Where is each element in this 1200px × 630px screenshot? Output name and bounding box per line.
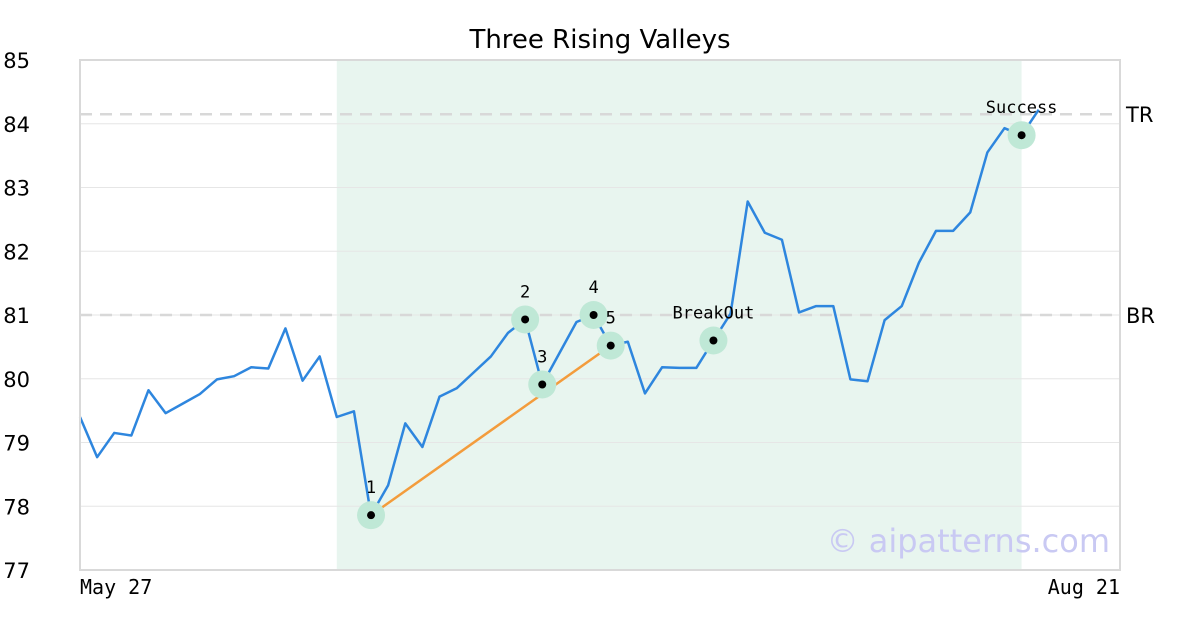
- axes-layer: 77 78 79 80 81 82 83 84 85 May 27 Aug 21: [3, 49, 1121, 599]
- y-tick-label: 83: [3, 177, 30, 201]
- annotation-label: BreakOut: [672, 304, 754, 324]
- y-tick-label: 80: [3, 368, 30, 392]
- annotation-label: 4: [588, 278, 598, 298]
- y-tick-label: 77: [3, 559, 30, 583]
- trend-layer: [370, 344, 612, 517]
- trend-line: [370, 344, 612, 517]
- annotation-layer: TR BR 1 2 3 45 BreakOut Success: [366, 98, 1155, 498]
- markers-layer: [357, 121, 1036, 530]
- y-tick-label: 85: [3, 49, 30, 73]
- x-tick-label: May 27: [80, 575, 152, 599]
- marker-dot: [538, 380, 547, 389]
- y-tick-label: 78: [3, 495, 30, 519]
- y-tick-label: 84: [3, 113, 30, 137]
- annotation-label: 5: [606, 309, 616, 329]
- y-tick-label: 81: [3, 304, 30, 328]
- annotation-label: 3: [537, 347, 547, 367]
- watermark: © aipatterns.com: [827, 522, 1110, 560]
- marker-dot: [367, 511, 376, 520]
- level-label: BR: [1126, 304, 1155, 328]
- marker-dot: [1017, 131, 1026, 140]
- marker-dot: [606, 341, 615, 350]
- annotation-label: 1: [366, 478, 376, 498]
- x-tick-label: Aug 21: [1048, 575, 1120, 599]
- y-tick-label: 79: [3, 432, 30, 456]
- annotation-label: 2: [520, 282, 530, 302]
- marker-dot: [709, 336, 718, 345]
- plot-frame: [79, 59, 1121, 571]
- price-line: [78, 109, 1040, 517]
- marker-dot: [589, 311, 598, 319]
- series-layer: [78, 109, 1040, 517]
- annotation-label: Success: [986, 98, 1058, 118]
- marker-dot: [521, 315, 530, 324]
- level-label: TR: [1125, 103, 1153, 127]
- chart-title: Three Rising Valleys: [468, 25, 730, 55]
- y-tick-label: 82: [3, 240, 30, 264]
